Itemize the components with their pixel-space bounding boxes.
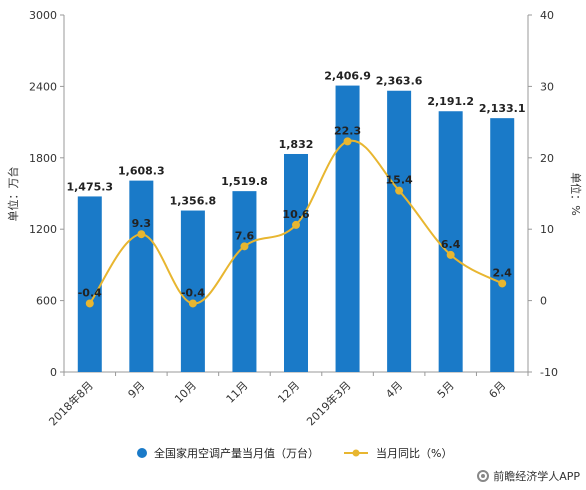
- bar: [438, 111, 463, 373]
- bar-data-label: 1,832: [279, 138, 314, 151]
- y2-tick-label: 40: [540, 9, 554, 22]
- line-point: [240, 242, 249, 251]
- line-data-label: 9.3: [132, 217, 152, 230]
- y-axis-ticks: 0 600 1200 1800 2400 3000: [29, 9, 64, 379]
- bar-data-label: 1,475.3: [66, 180, 113, 193]
- bar: [77, 196, 102, 372]
- legend-bar-label: 全国家用空调产量当月值（万台）: [154, 446, 319, 460]
- line-data-label: 22.3: [334, 124, 361, 137]
- line-labels: -0.4 9.3 -0.4 7.6 10.6 22.3 15.4 6.4 2.4: [78, 124, 513, 299]
- line-point: [137, 230, 146, 239]
- y2-tick-label: 10: [540, 223, 554, 236]
- y-tick-label: 3000: [29, 9, 57, 22]
- line-point: [188, 299, 197, 308]
- bar-data-label: 1,356.8: [170, 195, 217, 208]
- x-tick-label: 10月: [172, 379, 199, 406]
- bar-data-label: 1,519.8: [221, 175, 268, 188]
- x-tick-label: 6月: [486, 379, 508, 401]
- bar: [129, 180, 154, 372]
- legend-line-label: 当月同比（%）: [376, 446, 452, 460]
- line-point: [85, 299, 94, 308]
- x-tick-label: 12月: [275, 379, 302, 406]
- y2-axis-title: 单位：%: [569, 172, 583, 215]
- bar-data-label: 2,133.1: [479, 102, 526, 115]
- x-tick-label: 11月: [224, 379, 251, 406]
- y-tick-label: 600: [36, 295, 57, 308]
- qianzhan-logo-icon: [477, 470, 490, 482]
- y2-tick-label: 0: [540, 295, 547, 308]
- line-data-label: -0.4: [78, 286, 102, 299]
- x-tick-label: 2019年3月: [303, 378, 353, 428]
- line-point: [395, 186, 404, 195]
- bar-series: [77, 85, 515, 373]
- x-axis-ticks: 2018年8月 9月 10月 11月 12月 2019年3月 4月 5月 6月: [46, 372, 529, 428]
- bar-data-label: 2,191.2: [427, 95, 474, 108]
- line-data-label: 6.4: [441, 238, 461, 251]
- bar-data-label: 2,363.6: [376, 75, 423, 88]
- line-point: [343, 137, 352, 146]
- line-data-label: 7.6: [235, 229, 255, 242]
- line-point: [292, 220, 300, 229]
- y-tick-label: 1800: [29, 152, 57, 165]
- bar-data-label: 1,608.3: [118, 165, 165, 178]
- bar-data-label: 2,406.9: [324, 70, 371, 83]
- line-data-label: 2.4: [492, 266, 512, 279]
- y2-tick-label: -10: [540, 366, 558, 379]
- y-axis-title: 单位：万台: [6, 167, 20, 222]
- y2-axis-ticks: -10 0 10 20 30 40: [528, 9, 558, 379]
- y2-tick-label: 20: [540, 152, 554, 165]
- bar: [387, 90, 412, 372]
- x-tick-label: 5月: [435, 379, 457, 401]
- legend: 全国家用空调产量当月值（万台） 当月同比（%）: [137, 446, 452, 460]
- line-point: [498, 279, 507, 288]
- line-series: [85, 137, 507, 308]
- y2-tick-label: 30: [540, 80, 554, 93]
- bar-labels: 1,475.3 1,608.3 1,356.8 1,519.8 1,832 2,406.9…: [66, 70, 525, 208]
- y-tick-label: 2400: [29, 80, 57, 93]
- bar: [490, 118, 515, 372]
- legend-line-marker: [352, 449, 360, 457]
- line-point: [446, 250, 455, 259]
- line-data-label: 15.4: [386, 174, 413, 187]
- legend-bar-swatch: [137, 448, 147, 458]
- x-tick-label: 4月: [383, 379, 405, 401]
- y-tick-label: 1200: [29, 223, 57, 236]
- footer-source: 前瞻经济学人APP: [477, 468, 580, 484]
- footer-source-text: 前瞻经济学人APP: [493, 470, 580, 483]
- x-tick-label: 2018年8月: [46, 378, 96, 428]
- y-tick-label: 0: [50, 366, 57, 379]
- bar: [284, 153, 308, 372]
- bar: [232, 191, 257, 372]
- bar: [335, 85, 360, 372]
- line-data-label: -0.4: [181, 286, 205, 299]
- x-tick-label: 9月: [126, 379, 148, 401]
- bar: [180, 210, 205, 372]
- line-data-label: 10.6: [282, 208, 309, 221]
